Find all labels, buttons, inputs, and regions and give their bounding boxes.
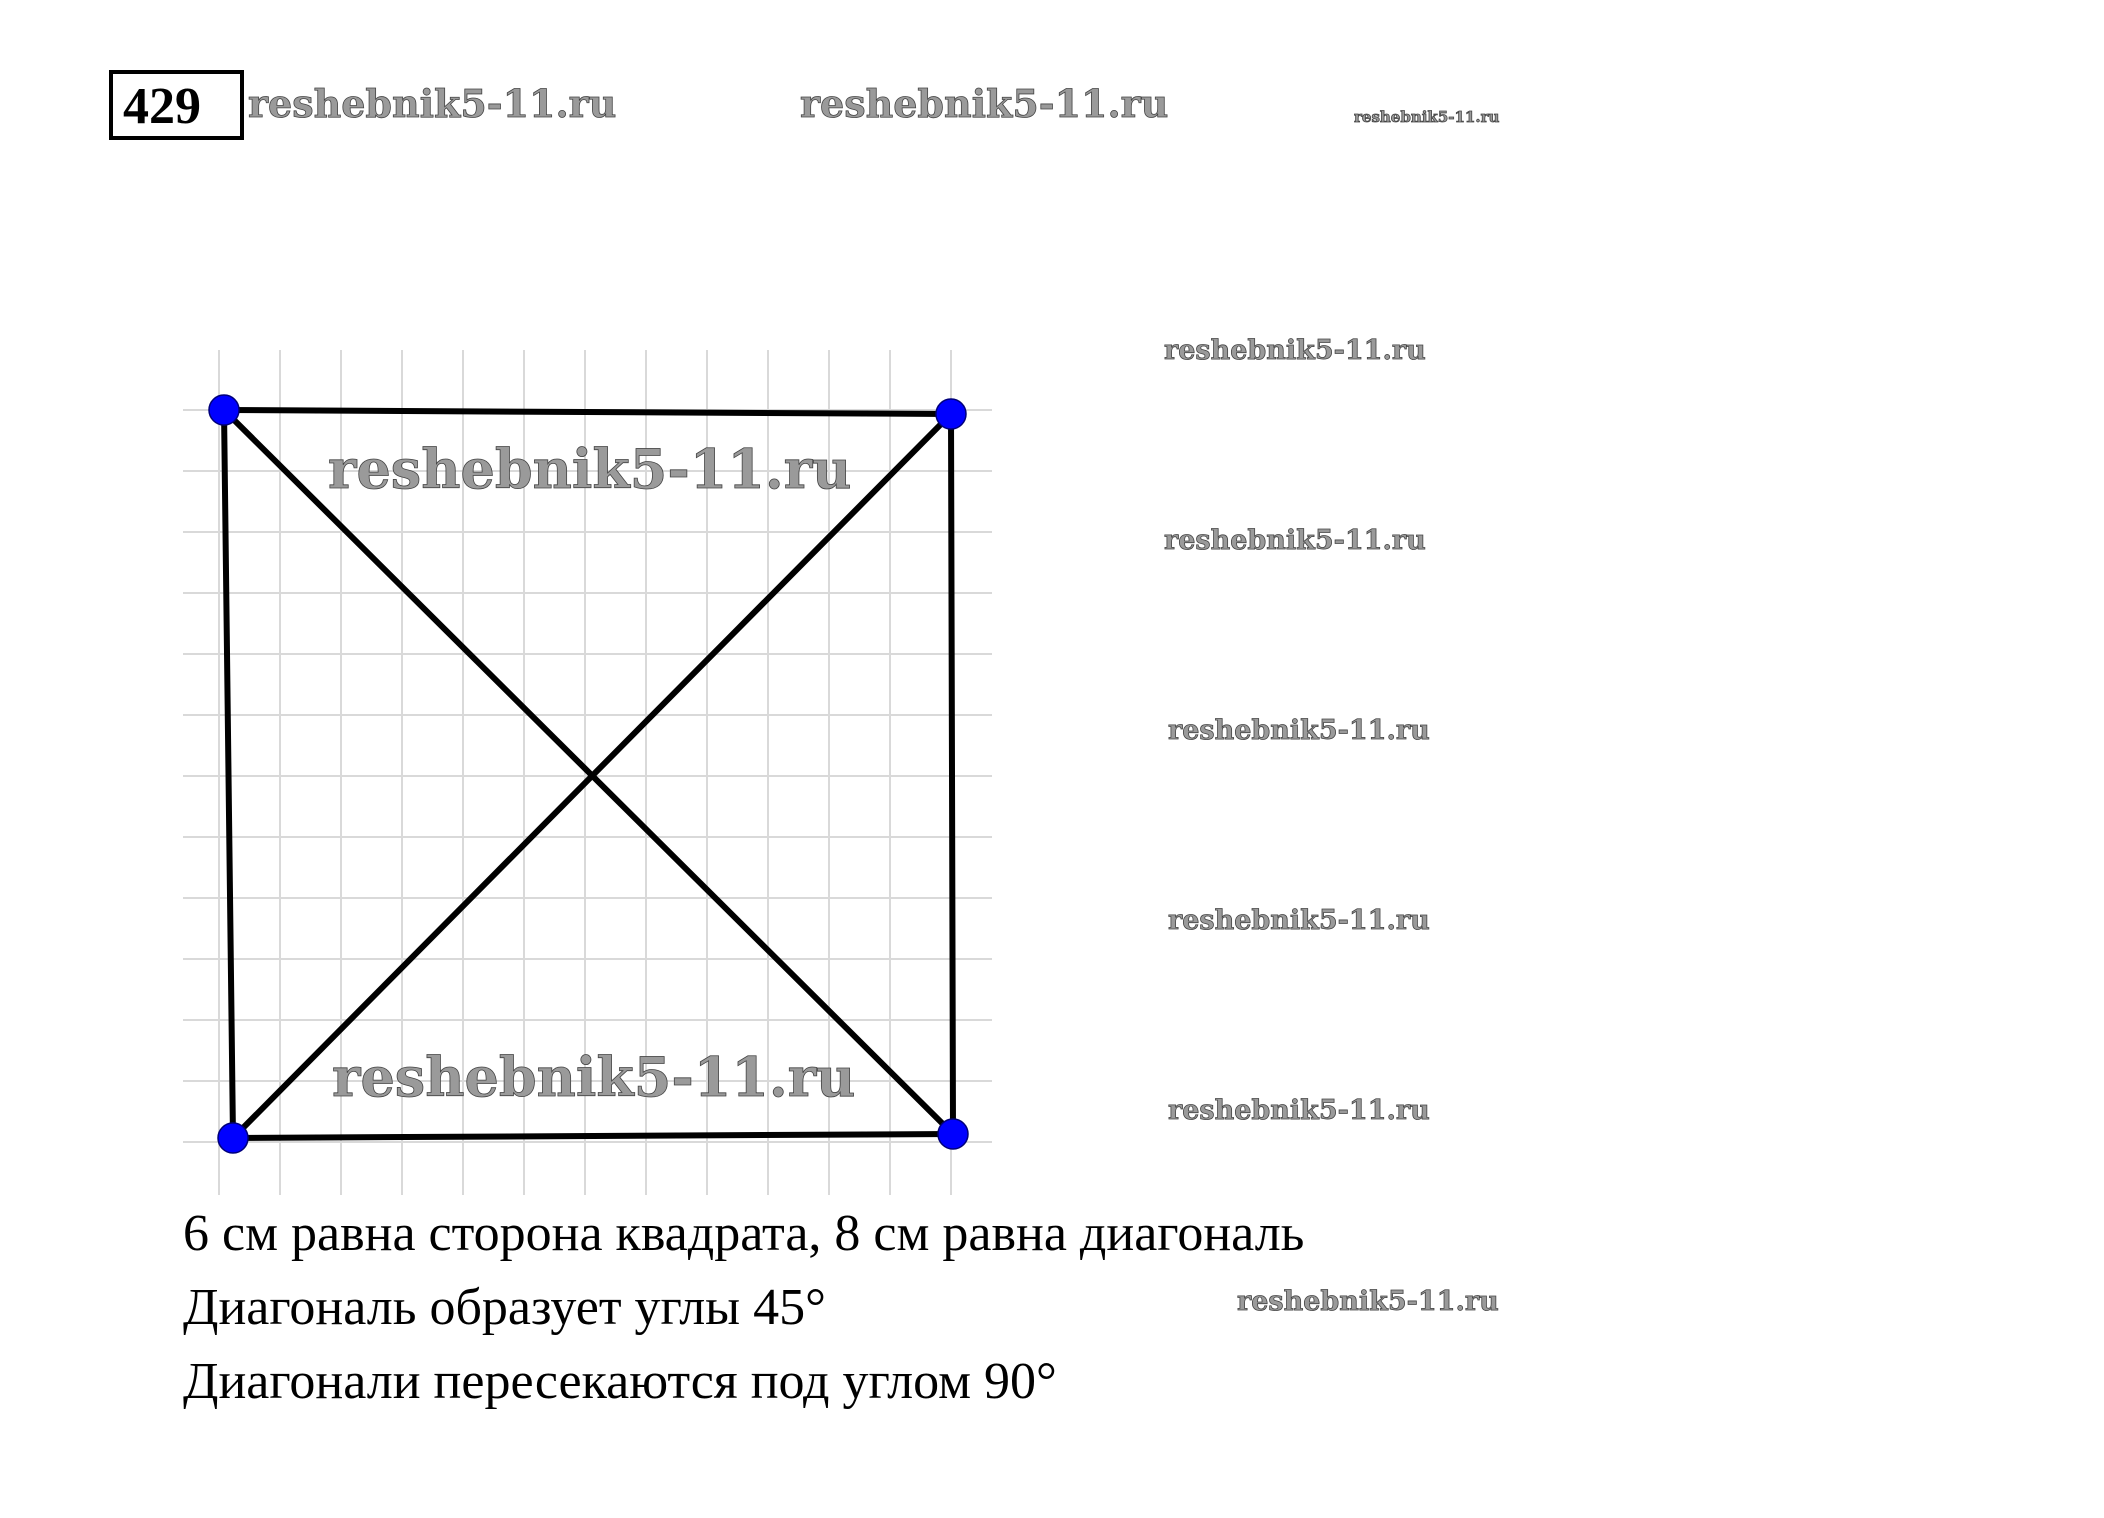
vertex-point <box>217 1122 249 1154</box>
diagonal-bd <box>230 411 954 1141</box>
watermark: reshebnik5-11.ru <box>1168 715 1430 746</box>
watermark: reshebnik5-11.ru <box>332 1045 855 1109</box>
watermark: reshebnik5-11.ru <box>800 81 1168 126</box>
problem-number-box <box>109 70 244 140</box>
vertex-point <box>937 1118 969 1150</box>
answer-line-1: 6 см равна сторона квадрата, 8 см равна … <box>183 1205 1304 1262</box>
side-left <box>221 407 236 1141</box>
watermark: reshebnik5-11.ru <box>1168 905 1430 936</box>
watermark: reshebnik5-11.ru <box>1168 1095 1430 1126</box>
vertex-point <box>208 394 240 426</box>
watermark: reshebnik5-11.ru <box>1164 525 1426 556</box>
answer-line-3: Диагонали пересекаются под углом 90° <box>183 1353 1057 1410</box>
side-right <box>948 411 956 1137</box>
answer-line-2: Диагональ образует углы 45° <box>183 1279 826 1336</box>
watermark: reshebnik5-11.ru <box>328 437 851 501</box>
watermark: reshebnik5-11.ru <box>1237 1286 1499 1317</box>
vertex-point <box>935 398 967 430</box>
watermark: reshebnik5-11.ru <box>248 81 616 126</box>
watermark: reshebnik5-11.ru <box>1164 335 1426 366</box>
side-top <box>221 407 954 417</box>
square-figure <box>221 407 956 1141</box>
side-bottom <box>230 1131 956 1141</box>
diagonal-ac <box>221 407 956 1137</box>
problem-number: 429 <box>123 78 201 135</box>
watermark: reshebnik5-11.ru <box>1354 108 1499 126</box>
